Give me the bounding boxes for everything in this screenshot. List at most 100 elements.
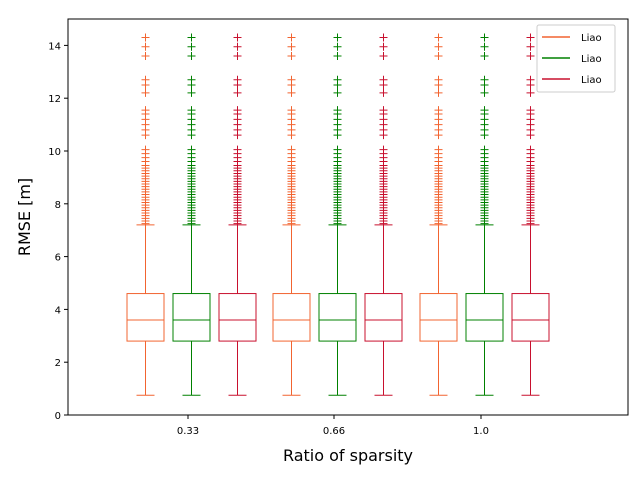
outlier-marker <box>379 88 388 97</box>
outlier-markers <box>379 33 388 228</box>
outlier-marker <box>233 145 242 154</box>
outlier-marker <box>141 106 150 115</box>
outlier-marker <box>434 51 443 60</box>
outlier-marker <box>526 33 535 42</box>
outlier-marker <box>333 88 342 97</box>
outlier-marker <box>333 33 342 42</box>
x-tick-label: 0.66 <box>323 426 345 437</box>
outlier-markers <box>434 33 443 228</box>
outlier-marker <box>526 106 535 115</box>
legend: Liao Liao Liao <box>536 24 616 93</box>
outlier-marker <box>187 42 196 51</box>
outlier-markers <box>526 33 535 228</box>
outlier-marker <box>287 145 296 154</box>
outlier-marker <box>287 88 296 97</box>
outlier-marker <box>333 51 342 60</box>
box <box>364 293 403 342</box>
legend-frame <box>536 24 616 93</box>
outlier-marker <box>141 33 150 42</box>
outlier-marker <box>141 42 150 51</box>
outlier-marker <box>434 106 443 115</box>
y-tick-label: 12 <box>48 94 61 105</box>
outlier-marker <box>233 42 242 51</box>
outlier-marker <box>379 42 388 51</box>
outlier-marker <box>233 33 242 42</box>
outlier-marker <box>333 145 342 154</box>
outlier-marker <box>187 33 196 42</box>
axes-frame <box>67 18 629 416</box>
box-series-2-group-2 <box>318 33 357 396</box>
box-series-1-group-1 <box>126 33 165 396</box>
outlier-markers <box>480 33 489 228</box>
box <box>465 293 504 342</box>
y-axis-label: RMSE [m] <box>15 178 34 256</box>
outlier-marker <box>233 75 242 84</box>
outlier-marker <box>526 88 535 97</box>
outlier-marker <box>333 42 342 51</box>
y-axis-ticks: 0 2 4 6 8 10 12 14 <box>48 41 68 422</box>
outlier-markers <box>287 33 296 228</box>
outlier-marker <box>287 75 296 84</box>
outlier-marker <box>434 33 443 42</box>
outlier-marker <box>233 51 242 60</box>
x-axis-label: Ratio of sparsity <box>283 446 413 465</box>
outlier-marker <box>187 106 196 115</box>
outlier-marker <box>333 75 342 84</box>
outlier-marker <box>187 145 196 154</box>
box-series-1-group-2 <box>272 33 311 396</box>
outlier-marker <box>379 75 388 84</box>
box-series-2-group-1 <box>172 33 211 396</box>
box <box>126 293 165 342</box>
outlier-markers <box>233 33 242 228</box>
y-tick-label: 8 <box>55 200 61 211</box>
box-series-1-group-3 <box>419 33 458 396</box>
box <box>172 293 211 342</box>
y-tick-label: 6 <box>55 253 61 264</box>
outlier-marker <box>526 145 535 154</box>
y-tick-label: 10 <box>48 147 61 158</box>
outlier-markers <box>141 33 150 228</box>
outlier-marker <box>526 51 535 60</box>
outlier-marker <box>233 106 242 115</box>
outlier-marker <box>480 145 489 154</box>
outlier-marker <box>480 88 489 97</box>
outlier-marker <box>287 51 296 60</box>
outlier-marker <box>526 42 535 51</box>
outlier-marker <box>287 33 296 42</box>
outlier-marker <box>141 88 150 97</box>
outlier-marker <box>141 75 150 84</box>
y-tick-label: 0 <box>55 411 61 422</box>
outlier-marker <box>480 42 489 51</box>
outlier-marker <box>526 75 535 84</box>
outlier-marker <box>187 75 196 84</box>
legend-label: Liao <box>581 33 602 44</box>
outlier-marker <box>379 145 388 154</box>
y-tick-label: 2 <box>55 358 61 369</box>
outlier-marker <box>233 88 242 97</box>
box <box>218 293 257 342</box>
box-series-3-group-1 <box>218 33 257 396</box>
outlier-marker <box>434 145 443 154</box>
outlier-marker <box>379 106 388 115</box>
outlier-marker <box>434 88 443 97</box>
outlier-marker <box>333 106 342 115</box>
outlier-marker <box>187 51 196 60</box>
box <box>419 293 458 342</box>
legend-label: Liao <box>581 75 602 86</box>
outlier-markers <box>333 33 342 228</box>
outlier-marker <box>379 33 388 42</box>
box <box>511 293 550 342</box>
box-series-3-group-2 <box>364 33 403 396</box>
box-series-2-group-3 <box>465 33 504 396</box>
box <box>318 293 357 342</box>
outlier-marker <box>379 51 388 60</box>
x-tick-label: 1.0 <box>473 426 489 437</box>
outlier-marker <box>480 106 489 115</box>
outlier-marker <box>287 42 296 51</box>
legend-label: Liao <box>581 54 602 65</box>
outlier-marker <box>287 106 296 115</box>
outlier-marker <box>480 33 489 42</box>
outlier-markers <box>187 33 196 228</box>
outlier-marker <box>434 75 443 84</box>
